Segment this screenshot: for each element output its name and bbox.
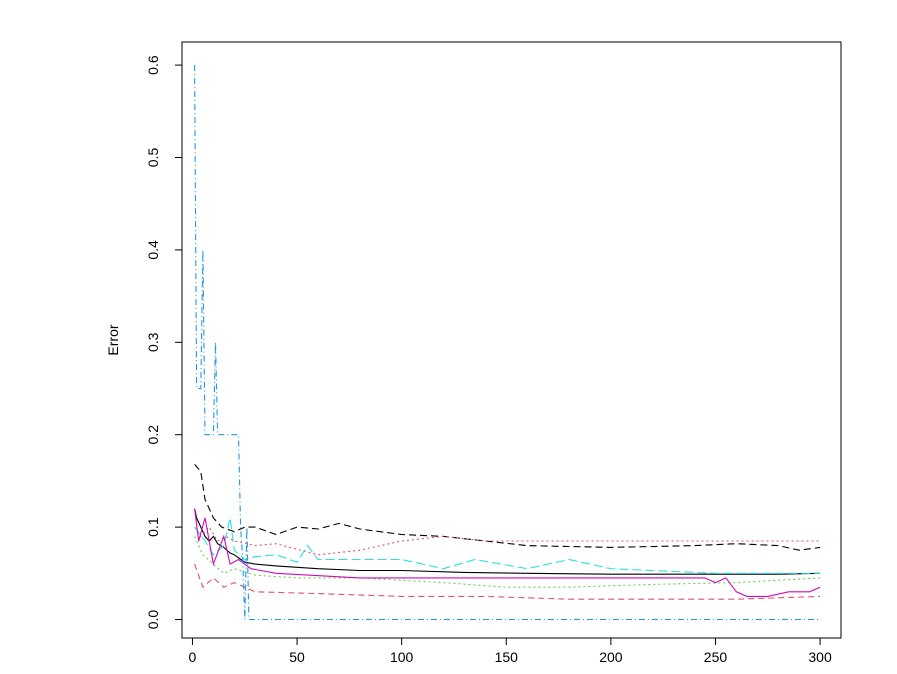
y-axis-title: Error xyxy=(105,324,121,355)
x-tick-label: 100 xyxy=(390,649,414,665)
plot-frame xyxy=(181,41,842,639)
series-line-8 xyxy=(194,65,821,621)
series-line-5 xyxy=(194,536,821,588)
y-tick-label: 0.5 xyxy=(145,148,161,168)
series-line-1 xyxy=(194,508,821,575)
plot-area xyxy=(181,41,842,639)
x-axis: 0 50 100 150 200 250 300 xyxy=(189,637,832,665)
series-line-4 xyxy=(194,563,821,600)
y-tick-label: 0.4 xyxy=(145,240,161,260)
y-tick-label: 0.1 xyxy=(145,517,161,537)
series-line-2 xyxy=(194,463,821,551)
y-tick-label: 0.2 xyxy=(145,425,161,445)
x-tick-label: 300 xyxy=(808,649,832,665)
x-tick-label: 150 xyxy=(495,649,519,665)
x-tick-label: 250 xyxy=(704,649,728,665)
y-tick-label: 0.6 xyxy=(145,55,161,75)
series-line-6 xyxy=(194,517,821,574)
series-layer xyxy=(194,65,821,621)
series-line-3 xyxy=(194,526,821,556)
x-tick-label: 200 xyxy=(599,649,623,665)
x-tick-label: 50 xyxy=(289,649,305,665)
x-tick-label: 0 xyxy=(189,649,197,665)
series-line-7 xyxy=(194,508,821,597)
y-axis: 0.0 0.1 0.2 0.3 0.4 0.5 0.6 xyxy=(145,55,183,630)
y-tick-label: 0.3 xyxy=(145,332,161,352)
y-tick-label: 0.0 xyxy=(145,610,161,630)
